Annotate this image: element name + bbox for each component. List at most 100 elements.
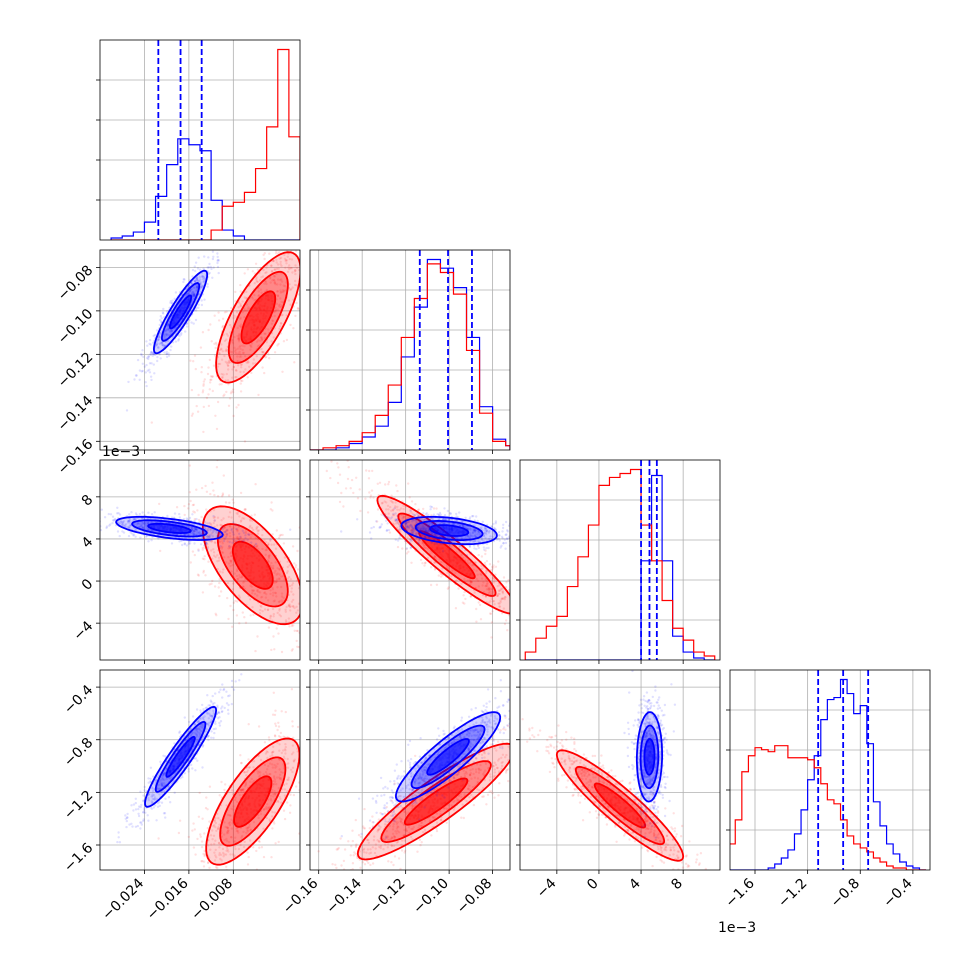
scatter-point [183, 543, 186, 546]
scatter-point [290, 584, 294, 587]
scatter-point [498, 534, 501, 537]
scatter-point [96, 509, 98, 511]
scatter-point [458, 524, 461, 527]
scatter-point [487, 531, 491, 534]
scatter-point [153, 511, 156, 514]
scatter-point [491, 590, 494, 594]
scatter-point [239, 323, 243, 326]
scatter-point [433, 521, 436, 525]
scatter-point [166, 514, 169, 518]
scatter-point [491, 576, 495, 580]
contour-line-blue [152, 269, 209, 355]
scatter-point [231, 376, 234, 379]
scatter-point [152, 363, 155, 366]
scatter-point [289, 288, 292, 292]
scatter-point [266, 608, 270, 611]
scatter-point [213, 585, 217, 588]
scatter-point [203, 277, 206, 280]
scatter-point [158, 502, 161, 506]
scatter-point [473, 529, 477, 532]
scatter-point [404, 527, 407, 531]
scatter-point [443, 514, 447, 517]
scatter-point [178, 335, 181, 338]
scatter-point [278, 577, 281, 581]
scatter-point [170, 345, 173, 348]
scatter-point [485, 542, 489, 546]
scatter-point [145, 521, 148, 525]
y-tick-label: −0.4 [61, 682, 96, 717]
scatter-point [239, 491, 243, 495]
scatter-point [276, 567, 279, 570]
panel-frame [309, 249, 511, 451]
scatter-point [285, 571, 289, 575]
scatter-point [116, 530, 120, 533]
scatter-point [275, 580, 278, 583]
scatter-point [144, 524, 148, 528]
scatter-point [280, 710, 283, 713]
hist-step-red [730, 745, 927, 870]
scatter-point [500, 535, 504, 538]
scatter-point [267, 806, 270, 809]
scatter-point [267, 560, 271, 563]
panel-frame [99, 39, 301, 241]
scatter-point [414, 533, 418, 536]
scatter-point [262, 855, 266, 859]
contour-line-blue [169, 294, 193, 330]
scatter-point [497, 589, 501, 592]
scatter-point [289, 241, 291, 243]
scatter-point [271, 751, 274, 754]
scatter-point [134, 518, 137, 521]
scatter-point [559, 671, 561, 673]
scatter-point [200, 299, 203, 302]
scatter-point [189, 561, 192, 564]
scatter-point [140, 523, 143, 526]
scatter-point [218, 851, 221, 855]
scatter-point [227, 515, 230, 519]
scatter-point [291, 725, 294, 728]
scatter-point [155, 343, 158, 346]
scatter-point [470, 581, 473, 584]
scatter-point [258, 591, 262, 594]
scatter-point [313, 599, 315, 601]
scatter-point [213, 859, 217, 862]
scatter-point [209, 378, 212, 382]
scatter-point [195, 533, 198, 536]
scatter-point [225, 533, 228, 536]
scatter-point [237, 831, 240, 834]
scatter-point [397, 522, 400, 525]
scatter-point [491, 600, 495, 603]
contour-line-blue [429, 524, 470, 537]
scatter-point [263, 608, 267, 611]
scatter-point [497, 537, 500, 540]
scatter-point [463, 602, 466, 605]
scatter-point [511, 605, 513, 607]
scatter-point [244, 782, 248, 785]
scatter-point [214, 555, 217, 559]
scatter-point [277, 786, 280, 790]
scatter-point [274, 561, 277, 564]
scatter-point [118, 534, 121, 538]
scatter-point [285, 314, 288, 317]
scatter-point [281, 788, 284, 791]
scatter-point [223, 821, 226, 824]
scatter-point [220, 780, 223, 784]
scatter-point [159, 315, 162, 318]
scatter-point [469, 540, 472, 543]
scatter-point [287, 299, 291, 302]
scatter-point [269, 592, 272, 596]
scatter-point [506, 529, 509, 532]
scatter-point [546, 536, 548, 538]
scatter-point [292, 241, 294, 243]
scatter-point [94, 522, 96, 524]
scatter-point [482, 534, 486, 537]
scatter-point [200, 860, 203, 863]
scatter-point [488, 587, 491, 590]
scatter-point [480, 577, 484, 580]
scatter-point [431, 518, 434, 521]
scatter-point [213, 519, 216, 522]
scatter-point [463, 549, 467, 552]
scatter-point [261, 595, 264, 599]
scatter-point [211, 481, 214, 484]
scatter-point [272, 564, 275, 568]
scatter-point [123, 524, 127, 527]
